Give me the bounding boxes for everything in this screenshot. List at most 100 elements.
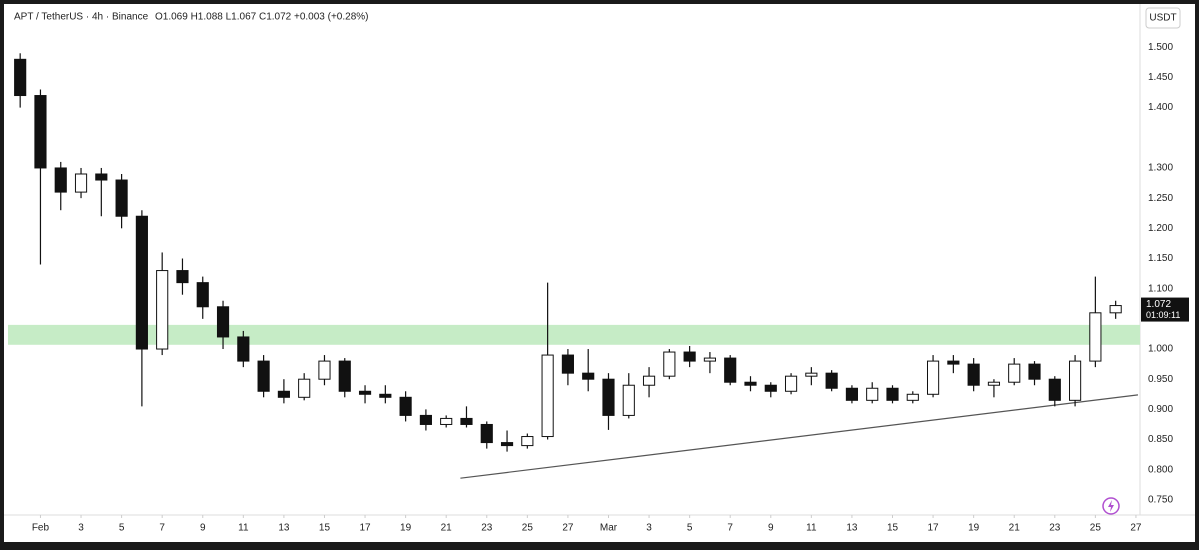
candle-body	[582, 372, 595, 380]
x-tick-label: 3	[78, 523, 84, 534]
lightning-bolt	[1108, 500, 1114, 512]
candle-body	[683, 351, 696, 362]
candle-body	[95, 173, 108, 181]
y-tick-label: 1.450	[1148, 72, 1173, 83]
y-tick-label: 1.100	[1148, 283, 1173, 294]
y-tick-label: 1.250	[1148, 193, 1173, 204]
x-tick-label: 7	[159, 523, 165, 534]
candle-body	[906, 393, 919, 401]
candle-body	[1048, 378, 1061, 401]
countdown-label: 01:09:11	[1146, 310, 1180, 320]
x-tick-label: 17	[359, 523, 371, 534]
candle-body	[196, 282, 209, 308]
x-tick-label: Mar	[600, 523, 618, 534]
candle-body	[845, 387, 859, 401]
x-tick-label: 7	[727, 523, 733, 534]
lightning-icon[interactable]	[1102, 497, 1120, 515]
x-tick-label: 27	[562, 523, 574, 534]
candle-body	[379, 393, 392, 398]
x-tick-label: 15	[319, 523, 331, 534]
candle-body	[744, 381, 757, 386]
x-tick-label: 19	[400, 523, 412, 534]
candle-body	[74, 173, 88, 193]
candle-body	[338, 360, 351, 392]
y-tick-label: 1.300	[1148, 163, 1173, 174]
candle-body	[34, 95, 47, 169]
trendline	[460, 394, 1139, 479]
y-axis-label: USDT	[1149, 13, 1176, 24]
candle-body	[1028, 363, 1041, 380]
candle-body	[886, 387, 899, 401]
candle-body	[216, 306, 230, 338]
candle-body	[1109, 305, 1122, 314]
candle-body	[541, 354, 554, 438]
x-tick-label: 9	[200, 523, 206, 534]
x-tick-label: 3	[646, 523, 652, 534]
candle-body	[1089, 312, 1102, 362]
candle-body	[521, 436, 534, 447]
ohlc-label: O1.069 H1.088 L1.067 C1.072 +0.003 (+0.2…	[155, 12, 369, 23]
y-tick-label: 0.950	[1148, 374, 1173, 385]
candle-body	[298, 378, 311, 398]
candle-body	[358, 390, 372, 395]
candle-body	[480, 423, 493, 444]
candle-body	[663, 351, 676, 377]
y-tick-label: 0.800	[1148, 464, 1173, 475]
x-tick-label: 23	[1049, 523, 1061, 534]
y-tick-label: 1.500	[1148, 42, 1173, 53]
x-tick-label: Feb	[32, 523, 50, 534]
candle-body	[967, 363, 980, 386]
y-tick-label: 1.150	[1148, 253, 1173, 264]
y-tick-label: 0.900	[1148, 404, 1173, 415]
candle-body	[947, 360, 960, 365]
x-tick-label: 21	[1009, 523, 1021, 534]
candle-body	[724, 357, 737, 383]
y-tick-label: 1.000	[1148, 344, 1173, 355]
x-tick-label: 11	[806, 523, 817, 534]
candle-body	[805, 372, 818, 377]
candle-body	[277, 390, 290, 398]
x-tick-label: 17	[928, 523, 940, 534]
x-tick-label: 19	[968, 523, 980, 534]
candle-body	[54, 167, 67, 193]
candle-body	[987, 381, 1001, 386]
last-price-label: 1.072	[1146, 299, 1171, 310]
candle-body	[784, 375, 798, 392]
chart-title: APT / TetherUS · 4h · Binance	[14, 12, 149, 23]
candle-body	[318, 360, 331, 380]
candle-body	[825, 372, 838, 389]
candle-body	[14, 58, 27, 97]
x-tick-label: 5	[119, 523, 125, 534]
candle-body	[926, 360, 940, 395]
y-tick-label: 1.400	[1148, 102, 1173, 113]
x-tick-label: 15	[887, 523, 899, 534]
y-tick-label: 0.750	[1148, 495, 1173, 506]
candle-body	[703, 357, 716, 362]
candle-body	[1008, 363, 1021, 383]
candle-body	[1069, 360, 1082, 401]
x-tick-label: 25	[522, 523, 534, 534]
candle-body	[115, 179, 128, 217]
y-tick-label: 0.850	[1148, 434, 1173, 445]
candle-body	[135, 215, 148, 350]
support-zone	[8, 324, 1140, 345]
candle-body	[156, 270, 169, 350]
candle-body	[440, 417, 453, 425]
x-tick-label: 23	[481, 523, 493, 534]
candle-body	[419, 414, 432, 425]
candle-body	[176, 270, 189, 284]
candle-body	[602, 378, 615, 416]
x-tick-label: 21	[441, 523, 453, 534]
x-tick-label: 9	[768, 523, 774, 534]
x-tick-label: 11	[238, 523, 249, 534]
x-tick-label: 5	[687, 523, 693, 534]
candle-body	[866, 387, 879, 401]
last-price-tag	[1141, 297, 1189, 322]
candle-body	[642, 375, 656, 386]
candle-body	[764, 384, 777, 392]
chart-background	[4, 4, 1195, 542]
currency-box[interactable]	[1145, 7, 1181, 29]
candle-body	[561, 354, 574, 374]
